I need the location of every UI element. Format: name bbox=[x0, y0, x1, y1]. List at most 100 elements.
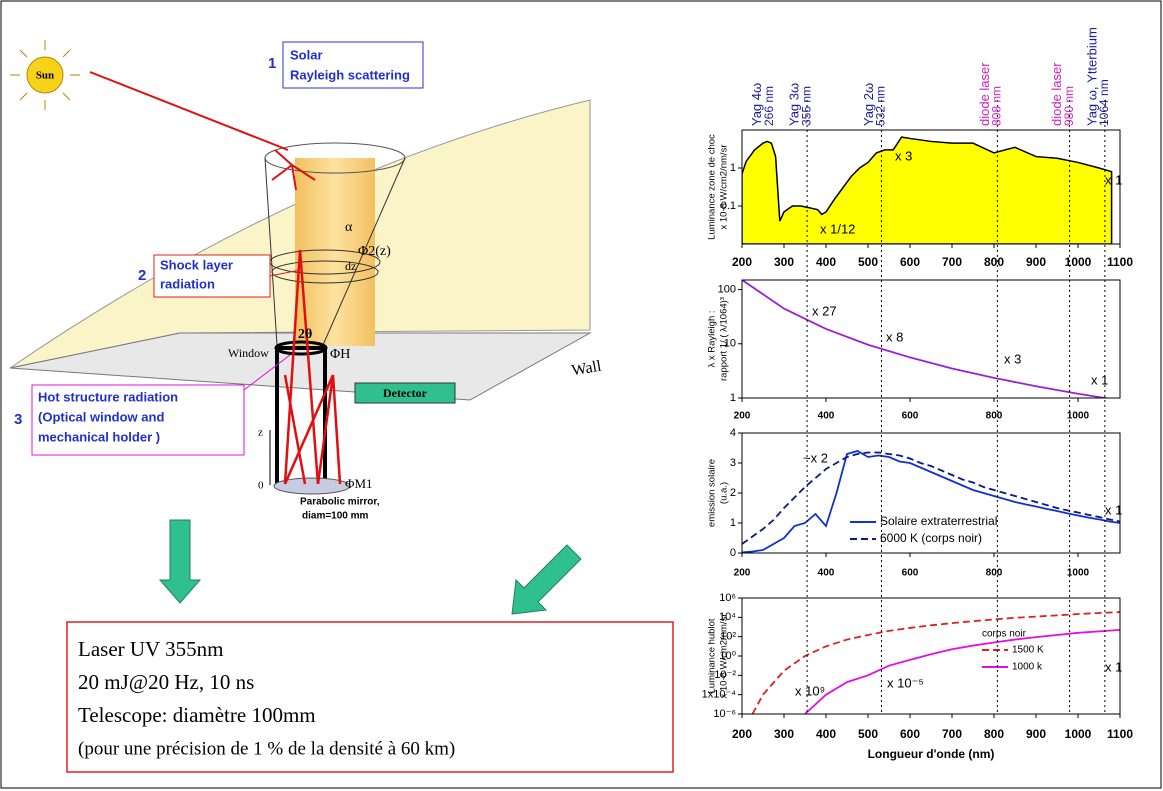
z-label: z bbox=[258, 427, 263, 439]
laser-label: diode laser bbox=[1049, 62, 1064, 126]
x-tick-label: 1000 bbox=[1065, 255, 1092, 269]
x-tick-label: 800 bbox=[986, 568, 1003, 579]
y-tick-label: 3 bbox=[730, 457, 736, 469]
annotation: x 3 bbox=[1004, 351, 1021, 366]
x-tick-label: 400 bbox=[816, 727, 836, 741]
box-3 bbox=[31, 384, 245, 456]
y-tick-label: 0 bbox=[730, 547, 736, 559]
mirror-label: Parabolic mirror, bbox=[300, 497, 380, 508]
text-line: Laser UV 355nm bbox=[78, 637, 223, 661]
plot-frame bbox=[741, 279, 1121, 399]
x-tick-label: 200 bbox=[734, 568, 751, 579]
x-tick-label: 1100 bbox=[1107, 255, 1133, 269]
x-tick-label: 500 bbox=[858, 255, 878, 269]
x-tick-label: 800 bbox=[984, 727, 1004, 741]
y-tick-label: 2 bbox=[730, 487, 736, 499]
x-tick-label: 700 bbox=[942, 255, 962, 269]
box-number: 2 bbox=[138, 267, 146, 284]
y-axis-label: Luminance zone de choc bbox=[707, 134, 718, 240]
box-number: 1 bbox=[268, 55, 276, 72]
phi-h: ΦH bbox=[330, 347, 350, 362]
y-tick-label: 1 bbox=[730, 162, 736, 174]
y-tick-label: 10⁻⁶ bbox=[713, 708, 736, 720]
y-tick-label: 1x10⁻⁴ bbox=[702, 689, 737, 701]
annotation: x 10⁹ bbox=[795, 683, 825, 698]
x-tick-label: 400 bbox=[816, 255, 836, 269]
text-box: Laser UV 355nm 20 mJ@20 Hz, 10 ns Telesc… bbox=[66, 621, 674, 773]
x-tick-label: 1000 bbox=[1067, 411, 1090, 422]
phi-m1: ΦM1 bbox=[345, 476, 373, 491]
y-tick-label: 4 bbox=[730, 427, 736, 439]
laser-label: Yag 2ω bbox=[861, 83, 876, 126]
text-line: Telescope: diamètre 100mm bbox=[78, 703, 316, 727]
mirror bbox=[273, 477, 351, 495]
sun bbox=[26, 56, 64, 94]
annotation: x 1 bbox=[1091, 372, 1108, 387]
line bbox=[751, 611, 1120, 714]
text-line: 20 mJ@20 Hz, 10 ns bbox=[78, 670, 254, 694]
window-ring bbox=[274, 340, 328, 356]
box-text: Hot structure radiation bbox=[38, 389, 178, 404]
text-line: (pour une précision de 1 % de la densité… bbox=[78, 738, 455, 759]
laser-label: diode laser bbox=[977, 62, 992, 126]
x-tick-label: 300 bbox=[774, 255, 794, 269]
box-1 bbox=[282, 41, 424, 89]
plot bbox=[742, 136, 1113, 244]
legend-label: 1500 K bbox=[1012, 645, 1044, 656]
rays bbox=[283, 249, 342, 485]
line bbox=[803, 629, 1120, 714]
line bbox=[742, 451, 1120, 545]
annotation: x 1 bbox=[1105, 659, 1122, 674]
window-label: Window bbox=[228, 346, 269, 360]
line bbox=[742, 450, 1120, 553]
laser-label: 532 nm bbox=[874, 86, 888, 126]
y-axis-label: (u.a.) bbox=[719, 482, 730, 504]
box-text: Shock layer bbox=[160, 257, 233, 272]
y-tick-label: 0.1 bbox=[721, 200, 736, 212]
annotation: x 3 bbox=[895, 148, 912, 163]
x-tick-label: 600 bbox=[902, 411, 919, 422]
y-tick-label: 1 bbox=[730, 392, 736, 404]
zero-label: 0 bbox=[258, 480, 264, 492]
arrow bbox=[511, 544, 582, 615]
text-box-frame bbox=[66, 621, 674, 773]
alpha: α bbox=[345, 220, 353, 235]
y-axis-label: emission solaire bbox=[707, 459, 718, 527]
sun-label: Sun bbox=[36, 70, 54, 82]
y-tick-label: 100 bbox=[718, 283, 736, 295]
y-axis-label: x 10-8 W/cm2/nm/sr bbox=[719, 614, 730, 699]
pointer bbox=[269, 269, 301, 277]
plot bbox=[742, 450, 1120, 553]
annotation: x 8 bbox=[886, 329, 903, 344]
legend-label: 1000 k bbox=[1012, 662, 1043, 673]
box-text: radiation bbox=[160, 276, 215, 291]
y-tick-label: 10⁶ bbox=[719, 592, 736, 604]
arrow bbox=[158, 519, 202, 604]
plot bbox=[751, 611, 1120, 714]
x-tick-label: 1100 bbox=[1107, 727, 1133, 741]
y-axis-label: rapport 1/ ( λ/1064)³ bbox=[719, 297, 730, 381]
x-tick-label: 400 bbox=[818, 411, 835, 422]
line bbox=[742, 280, 1111, 398]
laser-label: 1064 nm bbox=[1097, 79, 1111, 126]
x-axis-label: Longueur d'onde (nm) bbox=[868, 747, 995, 761]
x-tick-label: 900 bbox=[1026, 727, 1046, 741]
y-axis-label: λ x Rayleigh : bbox=[707, 310, 718, 367]
plot bbox=[742, 280, 1111, 398]
laser-label: Yag 3ω bbox=[787, 83, 802, 126]
diagram: Sun 1 Solar Rayleigh scattering 2 Shock … bbox=[9, 40, 603, 615]
y-axis-label: Luminance hublot bbox=[707, 618, 718, 693]
laser-label: Yag ω, Ytterbium bbox=[1084, 27, 1099, 126]
area bbox=[742, 136, 1113, 244]
x-tick-label: 600 bbox=[900, 727, 920, 741]
y-tick-label: 10⁻² bbox=[714, 669, 736, 681]
slice bbox=[271, 260, 379, 284]
mirror-label: diam=100 mm bbox=[302, 511, 369, 522]
x-tick-label: 900 bbox=[1026, 255, 1046, 269]
cone-edge bbox=[264, 157, 278, 346]
y-tick-label: 10⁴ bbox=[719, 611, 736, 623]
x-tick-label: 800 bbox=[986, 411, 1003, 422]
y-axis-label: x 10-8 W/cm2/nm/sr bbox=[719, 145, 730, 230]
wall-label: Wall bbox=[570, 358, 603, 380]
